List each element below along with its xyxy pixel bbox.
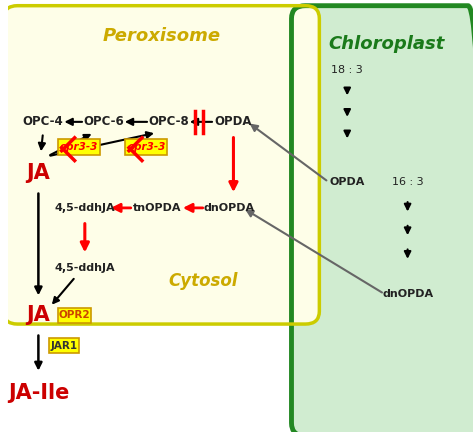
Text: OPDA: OPDA [215,115,252,128]
Text: dnOPDA: dnOPDA [203,203,255,213]
Text: OPC-6: OPC-6 [83,115,124,128]
Text: JA: JA [27,305,50,326]
Text: Chloroplast: Chloroplast [328,36,445,53]
Text: OPR2: OPR2 [59,310,90,320]
FancyBboxPatch shape [3,6,319,324]
FancyBboxPatch shape [292,6,474,433]
FancyBboxPatch shape [58,139,100,155]
Text: Cytosol: Cytosol [168,272,238,290]
Text: JA: JA [27,164,50,184]
Text: OPDA: OPDA [329,177,365,187]
Text: 4,5-ddhJA: 4,5-ddhJA [55,263,115,273]
Text: opr3-3: opr3-3 [127,142,165,152]
Text: JA-Ile: JA-Ile [8,383,69,403]
Text: dnOPDA: dnOPDA [382,289,433,299]
Text: OPC-8: OPC-8 [148,115,189,128]
FancyBboxPatch shape [49,338,79,353]
Text: 16 : 3: 16 : 3 [392,177,423,187]
FancyBboxPatch shape [58,308,91,323]
Text: OPC-4: OPC-4 [23,115,64,128]
Text: tnOPDA: tnOPDA [133,203,181,213]
Text: 4,5-ddhJA: 4,5-ddhJA [55,203,115,213]
Text: JAR1: JAR1 [50,341,77,351]
Text: 18 : 3: 18 : 3 [331,65,363,75]
FancyBboxPatch shape [125,139,167,155]
Text: Peroxisome: Peroxisome [102,27,220,45]
Text: opr3-3: opr3-3 [60,142,98,152]
